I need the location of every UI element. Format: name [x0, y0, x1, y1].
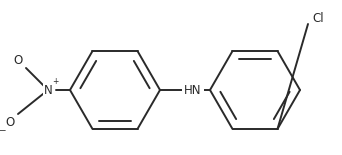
Text: +: +: [52, 78, 58, 86]
Text: HN: HN: [184, 84, 202, 97]
Text: −: −: [0, 126, 6, 135]
Text: N: N: [44, 84, 52, 97]
Text: Cl: Cl: [312, 11, 324, 24]
Text: O: O: [5, 115, 15, 128]
Text: O: O: [13, 53, 23, 66]
